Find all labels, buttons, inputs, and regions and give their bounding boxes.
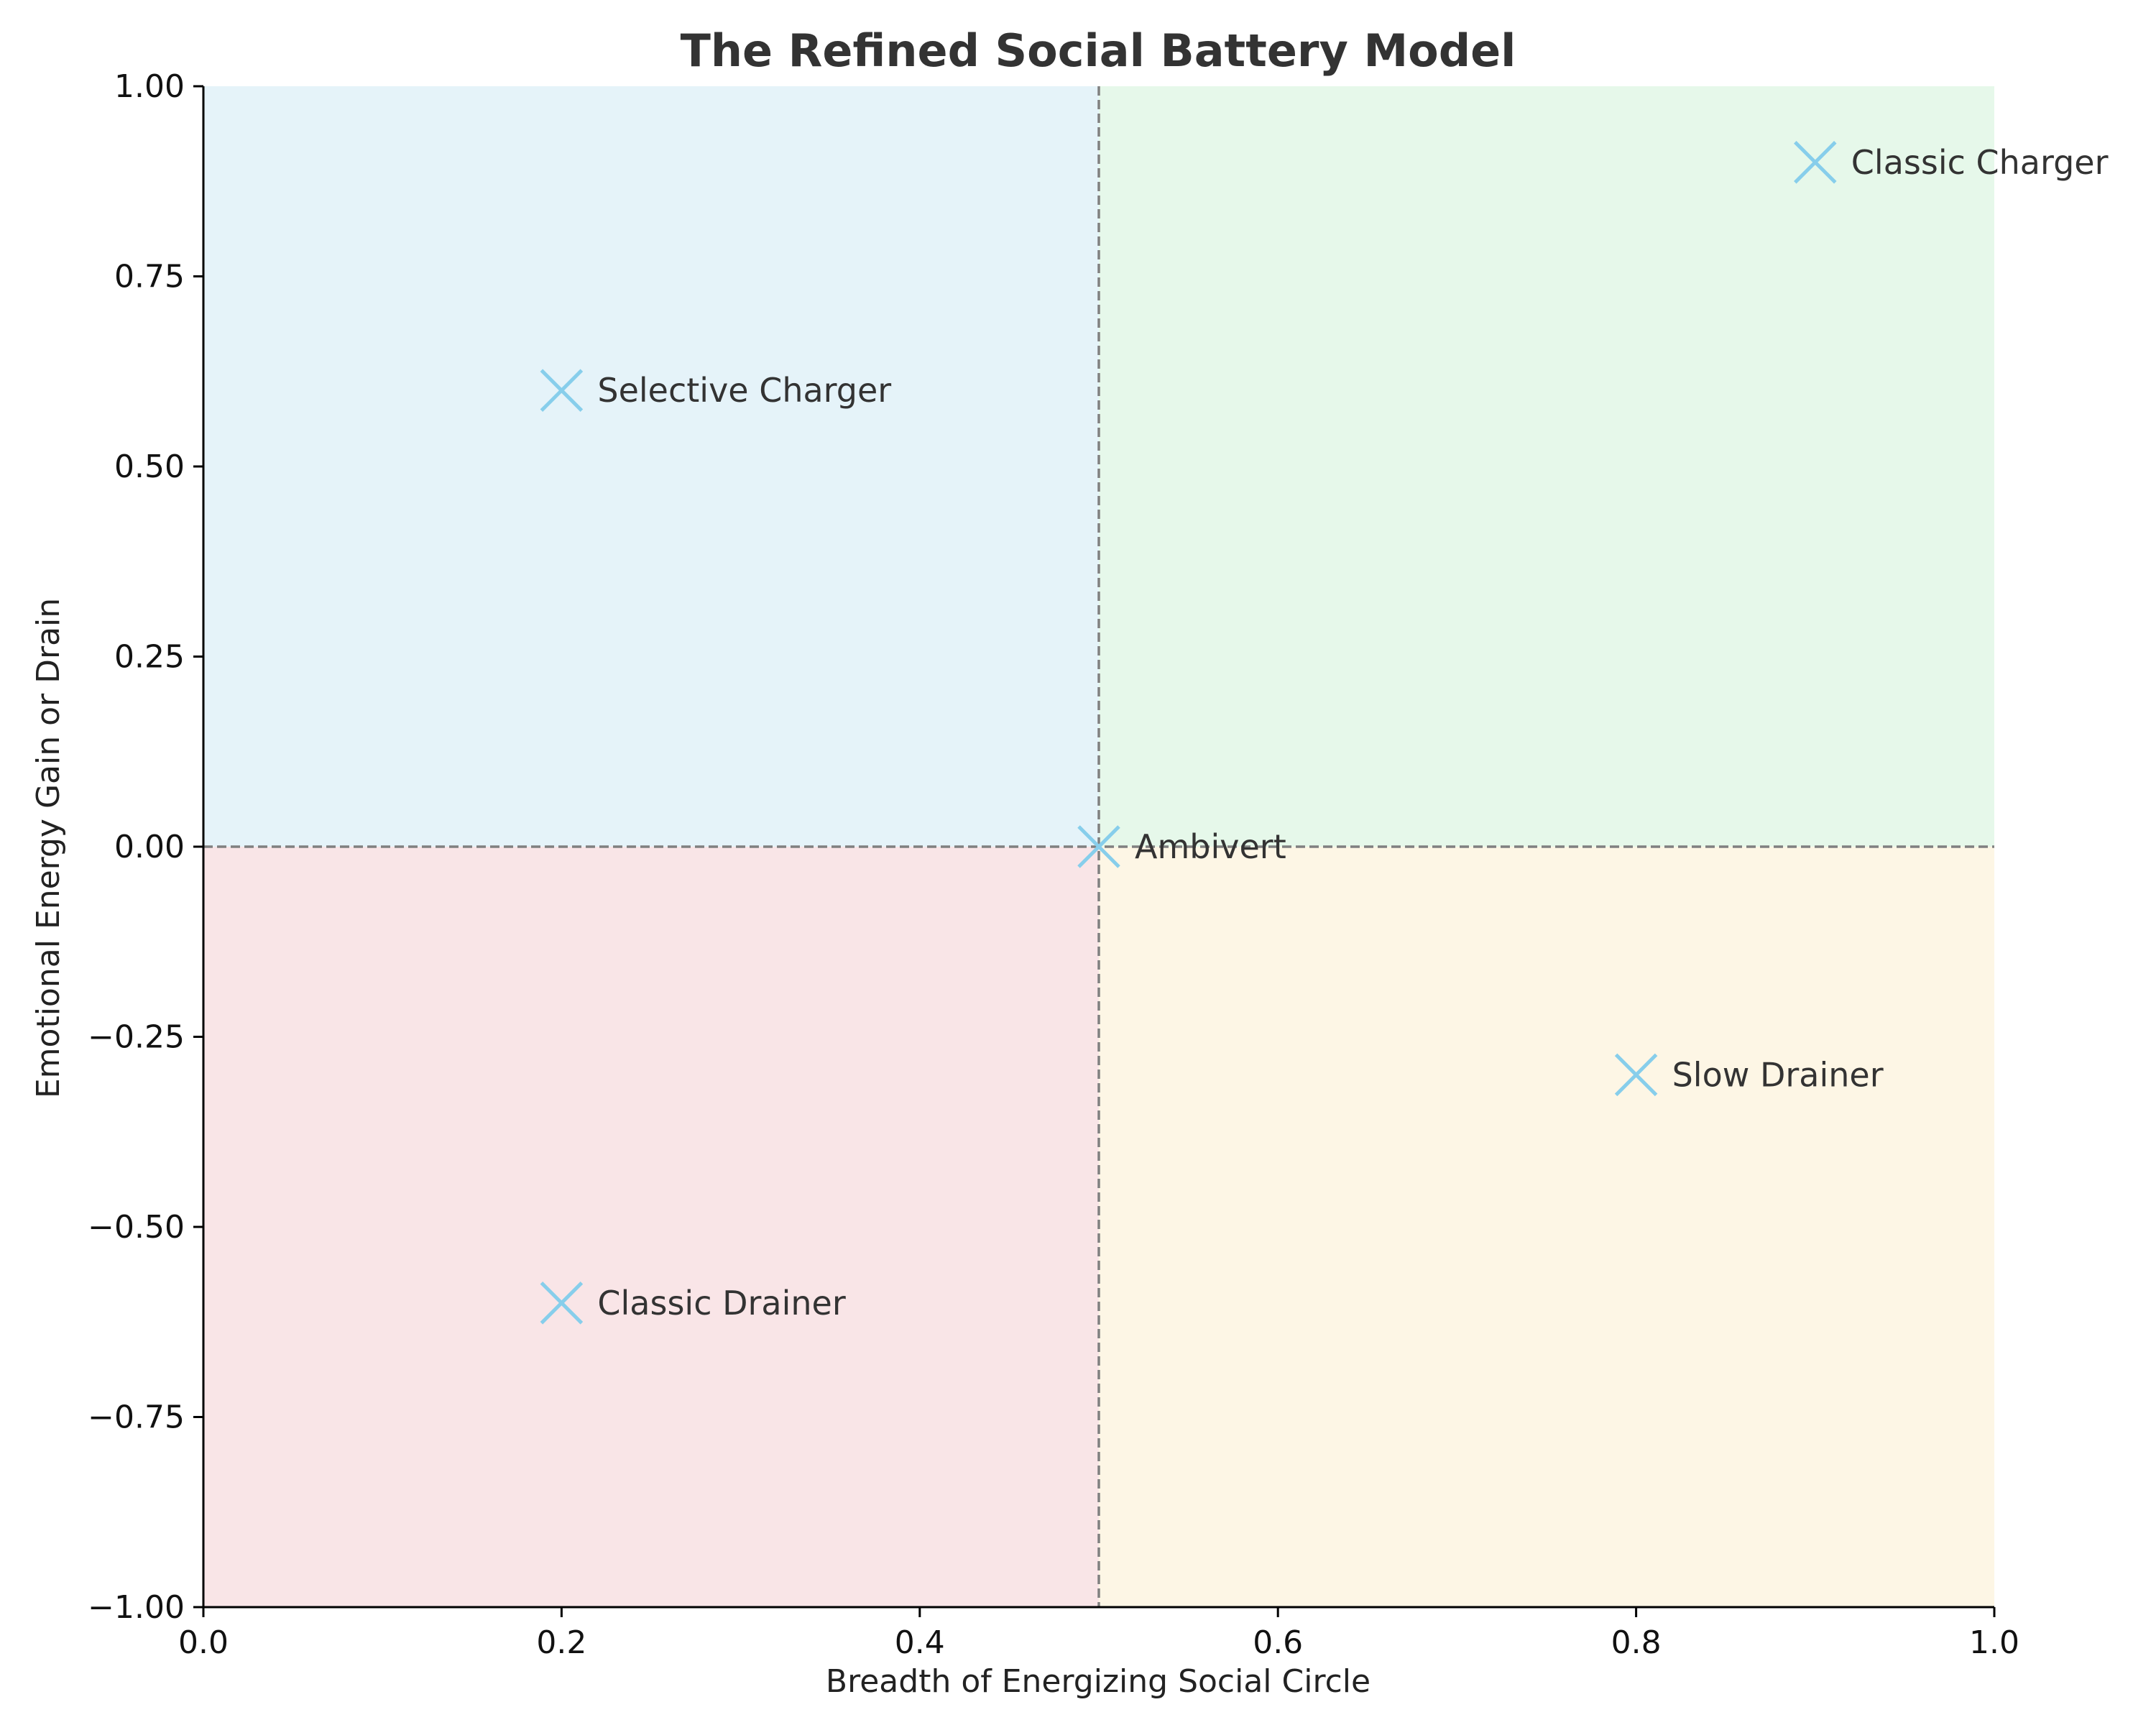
- chart-title: The Refined Social Battery Model: [681, 24, 1516, 77]
- y-tick-label: 0.00: [114, 829, 185, 865]
- x-tick-label: 0.4: [895, 1624, 945, 1661]
- quadrant-top-right: [1099, 86, 1994, 847]
- quadrant-top-left: [203, 86, 1099, 847]
- x-tick-label: 0.0: [178, 1624, 229, 1661]
- x-tick-label: 0.8: [1611, 1624, 1662, 1661]
- quadrant-bottom-right: [1099, 847, 1994, 1607]
- point-selective-charger: Selective Charger: [540, 369, 891, 412]
- quadrant-bottom-left: [203, 847, 1099, 1607]
- point-label: Slow Drainer: [1672, 1055, 1884, 1094]
- axes: 0.0 0.2 0.4 0.6 0.8 1.0 −1.00 −0.75 −0.50 −0.25 0.…: [88, 68, 2019, 1661]
- point-classic-drainer: Classic Drainer: [540, 1282, 846, 1325]
- point-ambivert: Ambivert: [1077, 825, 1286, 868]
- point-marker: [540, 369, 584, 412]
- point-label: Selective Charger: [597, 371, 891, 410]
- point-label: Classic Drainer: [597, 1284, 845, 1322]
- y-tick-label: −0.75: [88, 1399, 185, 1436]
- y-tick-label: 0.75: [114, 259, 185, 295]
- quadrant-backgrounds: [203, 86, 1994, 1607]
- point-slow-drainer: Slow Drainer: [1614, 1053, 1884, 1097]
- x-axis-label: Breadth of Energizing Social Circle: [826, 1663, 1370, 1700]
- y-tick-label: −0.50: [88, 1209, 185, 1246]
- y-tick-label: 1.00: [114, 68, 185, 105]
- y-tick-label: −1.00: [88, 1589, 185, 1626]
- x-tick-label: 1.0: [1969, 1624, 2019, 1661]
- y-axis-label: Emotional Energy Gain or Drain: [30, 598, 67, 1098]
- data-points: Classic Charger Selective Charger Ambivert…: [540, 141, 2109, 1325]
- y-tick-label: 0.25: [114, 639, 185, 676]
- point-marker: [1794, 141, 1837, 184]
- point-label: Ambivert: [1135, 827, 1286, 866]
- point-marker: [1614, 1053, 1658, 1097]
- point-marker: [1077, 825, 1120, 868]
- point-classic-charger: Classic Charger: [1794, 141, 2109, 184]
- point-label: Classic Charger: [1851, 143, 2109, 182]
- y-tick-label: −0.25: [88, 1019, 185, 1056]
- point-marker: [540, 1282, 584, 1325]
- x-tick-label: 0.2: [536, 1624, 586, 1661]
- x-tick-label: 0.6: [1253, 1624, 1303, 1661]
- y-tick-label: 0.50: [114, 448, 185, 485]
